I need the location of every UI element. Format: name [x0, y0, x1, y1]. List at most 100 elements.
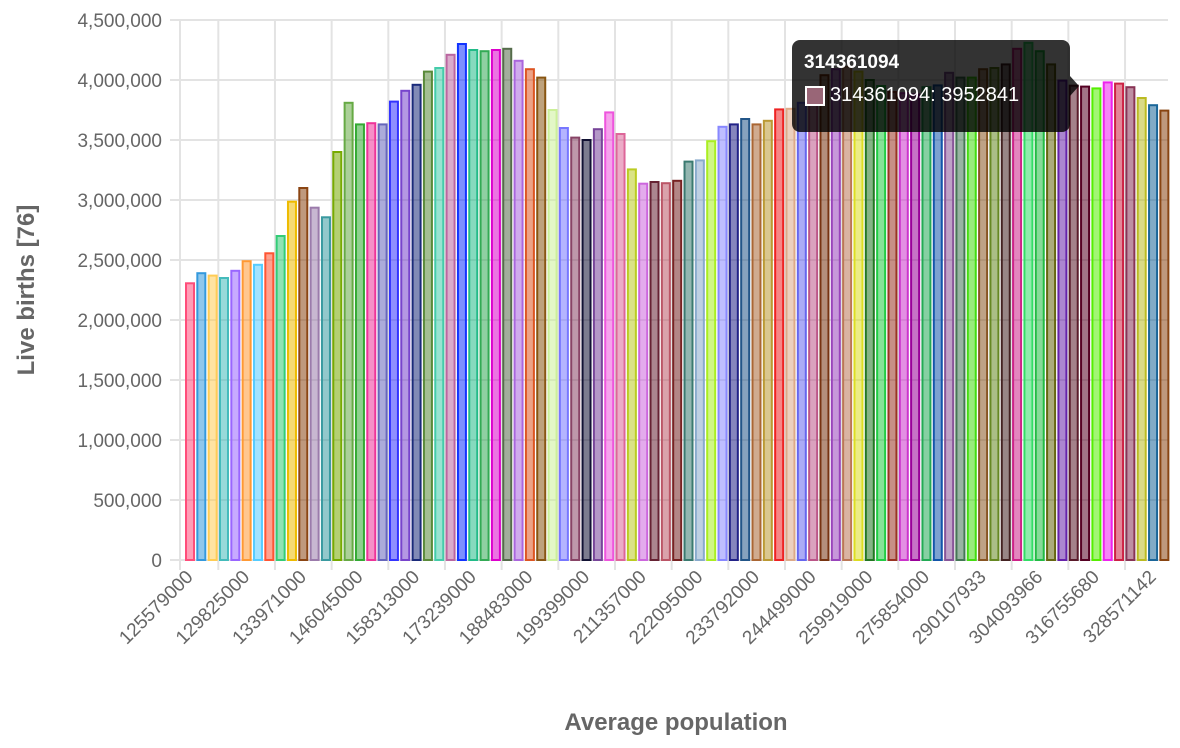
x-axis-title: Average population	[564, 709, 787, 736]
y-tick-label: 1,000,000	[77, 431, 162, 452]
bar[interactable]	[887, 91, 898, 561]
bar[interactable]	[490, 49, 501, 561]
bar[interactable]	[751, 123, 762, 562]
bar[interactable]	[309, 206, 320, 561]
bar[interactable]	[241, 260, 252, 561]
bar[interactable]	[196, 272, 207, 561]
bar[interactable]	[706, 140, 717, 561]
bar[interactable]	[400, 89, 411, 562]
bar[interactable]	[1080, 85, 1091, 561]
bar[interactable]	[422, 70, 433, 561]
bar[interactable]	[456, 43, 467, 561]
bar[interactable]	[502, 47, 513, 562]
bar[interactable]	[774, 108, 785, 562]
bar[interactable]	[796, 101, 807, 562]
bar[interactable]	[842, 65, 853, 562]
bar[interactable]	[570, 136, 581, 561]
bar[interactable]	[1068, 84, 1079, 561]
bar[interactable]	[1102, 81, 1113, 562]
bar[interactable]	[547, 109, 558, 561]
bar[interactable]	[1114, 82, 1125, 561]
bar[interactable]	[343, 101, 354, 562]
bar[interactable]	[955, 76, 966, 561]
bar[interactable]	[853, 70, 864, 561]
bar[interactable]	[468, 49, 479, 561]
bar[interactable]	[1091, 87, 1102, 562]
y-tick-labels: 0 500,000 1,000,000 1,500,000 2,000,000 2,500…	[77, 11, 162, 572]
bar[interactable]	[740, 118, 751, 561]
bar[interactable]	[910, 93, 921, 562]
bar[interactable]	[898, 92, 909, 561]
bar[interactable]	[513, 59, 524, 562]
y-tick-label: 3,500,000	[77, 131, 162, 152]
y-tick-label: 4,500,000	[77, 11, 162, 32]
bar[interactable]	[1148, 104, 1159, 561]
bar[interactable]	[377, 123, 388, 562]
y-tick-label: 2,500,000	[77, 251, 162, 272]
tooltip: 314361094 314361094: 3952841	[792, 40, 1070, 132]
bar[interactable]	[320, 216, 331, 561]
bar[interactable]	[479, 50, 490, 561]
bar[interactable]	[1046, 63, 1057, 562]
bar[interactable]	[762, 119, 773, 562]
bar[interactable]	[558, 127, 569, 561]
bar[interactable]	[230, 269, 241, 561]
bar[interactable]	[1136, 97, 1147, 561]
bar[interactable]	[638, 182, 649, 561]
bar[interactable]	[434, 67, 445, 561]
bar[interactable]	[275, 235, 286, 561]
tooltip-title: 314361094	[804, 52, 900, 73]
bar[interactable]	[830, 68, 841, 561]
bar[interactable]	[411, 83, 422, 562]
tooltip-color-swatch	[805, 86, 825, 106]
bar[interactable]	[185, 282, 195, 561]
y-tick-label: 4,000,000	[77, 71, 162, 92]
bar[interactable]	[921, 86, 932, 561]
bar[interactable]	[785, 107, 796, 562]
bar[interactable]	[354, 123, 365, 562]
bar[interactable]	[1159, 109, 1170, 561]
bar[interactable]	[581, 139, 592, 561]
bar[interactable]	[524, 68, 535, 561]
bar[interactable]	[218, 277, 229, 561]
bar[interactable]	[264, 252, 275, 561]
bar[interactable]	[604, 111, 615, 562]
bar[interactable]	[1000, 63, 1011, 562]
y-tick-label: 3,000,000	[77, 191, 162, 212]
bar[interactable]	[717, 125, 728, 562]
bar[interactable]	[1125, 86, 1136, 561]
bar[interactable]	[694, 159, 705, 561]
bar[interactable]	[252, 263, 263, 561]
bar[interactable]	[660, 182, 671, 561]
bar[interactable]	[1057, 79, 1068, 561]
bar[interactable]	[615, 133, 626, 561]
bar[interactable]	[989, 67, 1000, 561]
bar[interactable]	[978, 68, 989, 561]
bar[interactable]	[366, 122, 377, 561]
bar[interactable]	[626, 168, 637, 561]
y-tick-label: 1,500,000	[77, 371, 162, 392]
bar[interactable]	[445, 53, 456, 562]
bar[interactable]	[332, 151, 343, 561]
bar[interactable]	[388, 100, 399, 561]
bar[interactable]	[207, 274, 218, 561]
bar[interactable]	[808, 91, 819, 561]
bar[interactable]	[876, 85, 887, 561]
bar[interactable]	[672, 179, 683, 562]
bar[interactable]	[649, 181, 660, 561]
bar[interactable]	[728, 123, 739, 562]
bar[interactable]	[536, 76, 547, 561]
bar[interactable]	[592, 128, 603, 561]
y-tick-label: 2,000,000	[77, 311, 162, 332]
bar[interactable]	[683, 160, 694, 561]
bar[interactable]	[819, 74, 830, 561]
bar[interactable]	[286, 200, 297, 561]
bar[interactable]	[966, 76, 977, 561]
bar[interactable]	[864, 79, 875, 561]
y-axis-title: Live births [76]	[13, 205, 40, 376]
bar[interactable]	[944, 71, 955, 562]
bar[interactable]	[298, 187, 309, 561]
bar[interactable]	[932, 84, 943, 562]
x-tick-labels: 1255790001298250001339710001460450001583…	[115, 567, 1160, 649]
